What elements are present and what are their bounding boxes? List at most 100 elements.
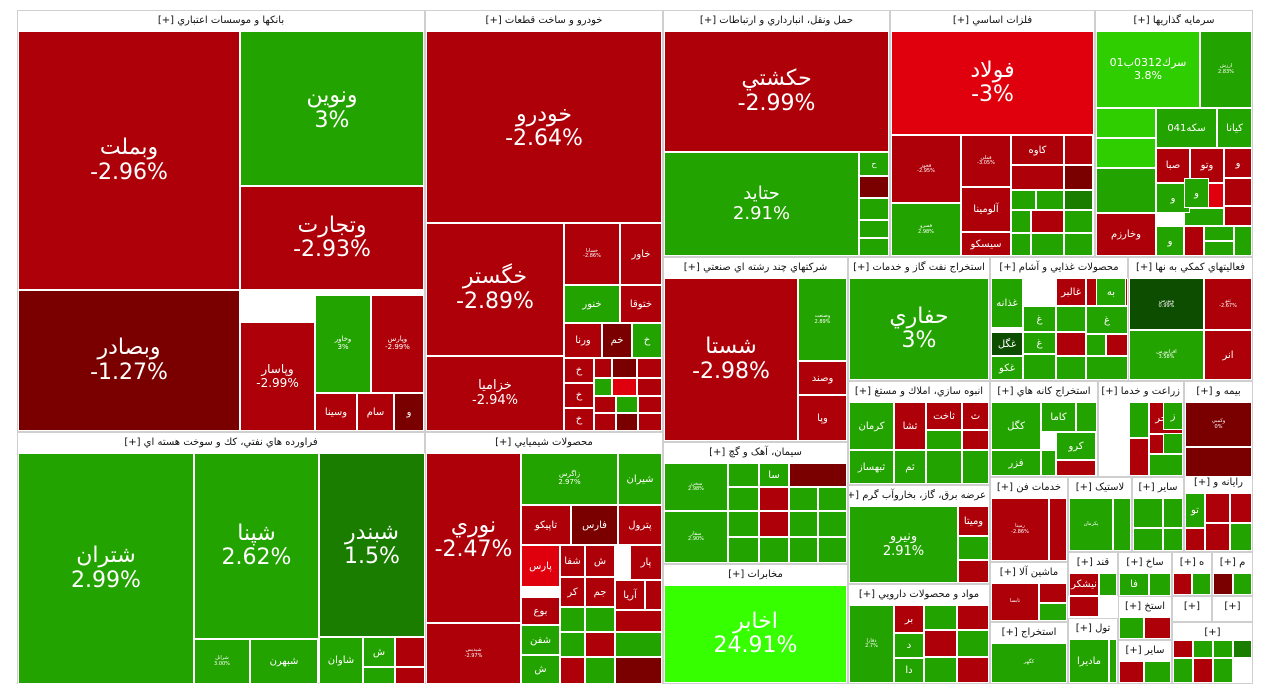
mini-tile[interactable] <box>1193 640 1213 658</box>
mini-tile[interactable] <box>1193 658 1213 683</box>
stock-tile[interactable]: وخارزم <box>1096 213 1156 256</box>
mini-tile[interactable] <box>1041 450 1056 476</box>
stock-tile[interactable]: شپنا 2.62% <box>194 453 319 639</box>
mini-tile[interactable] <box>637 358 662 378</box>
mini-tile[interactable] <box>1213 640 1233 658</box>
stock-tile[interactable]: وتجارت -2.93% <box>240 186 424 290</box>
mini-tile[interactable] <box>616 396 638 413</box>
mini-tile[interactable] <box>962 430 989 450</box>
sector-title[interactable]: بيمه و [+] <box>1185 382 1252 402</box>
sector-title[interactable]: حمل ونقل، انبارداري و ارتباطات [+] <box>664 11 889 31</box>
sector-title[interactable]: استخراج کانه هاي [+] <box>991 382 1097 402</box>
mini-tile[interactable] <box>1213 573 1233 595</box>
stock-tile[interactable]: به <box>1096 278 1126 306</box>
mini-tile[interactable] <box>1205 493 1230 523</box>
mini-tile[interactable] <box>1230 493 1252 523</box>
stock-tile[interactable]: تاپيكو <box>521 505 571 545</box>
mini-tile[interactable] <box>1144 617 1171 639</box>
stock-tile[interactable]: خم <box>602 323 632 358</box>
stock-tile[interactable]: تابسا <box>991 583 1039 621</box>
mini-tile[interactable] <box>585 607 615 632</box>
mini-tile[interactable] <box>616 413 638 431</box>
stock-tile[interactable]: دفارا 2.7% <box>849 605 894 683</box>
stock-tile[interactable]: وكمبي 0% <box>1185 402 1252 447</box>
stock-tile[interactable]: حفاري 3% <box>849 278 989 380</box>
stock-tile[interactable]: خ <box>564 408 594 431</box>
stock-tile[interactable]: شبهرن <box>250 639 318 684</box>
mini-tile[interactable] <box>594 358 612 378</box>
stock-tile[interactable]: غ <box>1086 306 1128 334</box>
mini-tile[interactable] <box>924 605 957 630</box>
mini-tile[interactable] <box>1056 332 1086 356</box>
stock-tile[interactable]: د <box>894 633 924 658</box>
sector-title[interactable]: لاستيک [+] <box>1069 478 1131 498</box>
mini-tile[interactable] <box>560 632 585 657</box>
stock-tile[interactable]: کگهر <box>991 643 1067 683</box>
mini-tile[interactable] <box>962 450 989 484</box>
mini-tile[interactable] <box>926 450 962 484</box>
stock-tile[interactable]: شستا -2.98% <box>664 278 798 441</box>
stock-tile[interactable]: شفن <box>521 625 560 655</box>
stock-tile[interactable]: کر <box>560 577 585 607</box>
stock-tile[interactable]: وصنعت 2.89% <box>798 278 847 361</box>
sector-title[interactable]: سيمان، آهک و گچ [+] <box>664 443 847 463</box>
stock-tile[interactable]: ثنو -2.67% <box>1204 278 1252 330</box>
stock-tile[interactable]: كاما <box>1041 402 1076 432</box>
stock-tile[interactable]: شاوان <box>319 637 363 684</box>
sector-title[interactable]: زراعت و خدما [+] <box>1099 382 1183 402</box>
mini-tile[interactable] <box>585 632 615 657</box>
mini-tile[interactable] <box>958 560 989 583</box>
stock-tile[interactable]: ختوقا <box>620 285 662 323</box>
stock-tile[interactable]: خساپا -2.86% <box>564 223 620 285</box>
mini-tile[interactable] <box>612 358 637 378</box>
mini-tile[interactable] <box>1204 241 1234 256</box>
sector-title[interactable]: م [+] <box>1213 553 1252 573</box>
mini-tile[interactable] <box>1086 334 1106 356</box>
mini-tile[interactable] <box>859 198 889 220</box>
mini-tile[interactable] <box>1204 226 1234 241</box>
mini-tile[interactable] <box>1023 354 1056 380</box>
mini-tile[interactable] <box>1133 498 1163 528</box>
mini-tile[interactable] <box>1133 528 1163 551</box>
stock-tile[interactable]: سرك0312ب01 3.8% <box>1096 31 1200 108</box>
mini-tile[interactable] <box>1185 447 1252 477</box>
stock-tile[interactable]: خاور <box>620 223 662 285</box>
sector-title[interactable]: ساير [+] <box>1119 641 1171 661</box>
mini-tile[interactable] <box>1086 356 1128 380</box>
mini-tile[interactable] <box>645 580 662 610</box>
stock-tile[interactable]: اخابر 24.91% <box>664 585 847 683</box>
mini-tile[interactable] <box>1056 460 1096 476</box>
mini-tile[interactable] <box>1096 168 1156 213</box>
stock-tile[interactable]: وخاور 3% <box>315 295 371 393</box>
stock-tile[interactable]: ورنا <box>564 323 602 358</box>
stock-tile[interactable]: پکرمان <box>1069 498 1113 551</box>
mini-tile[interactable] <box>1109 639 1117 683</box>
stock-tile[interactable]: فسرو 2.98% <box>891 203 961 256</box>
mini-tile[interactable] <box>1031 233 1064 256</box>
stock-tile[interactable]: کيانا <box>1217 108 1252 148</box>
stock-tile[interactable]: فخوز -2.95% <box>891 135 961 203</box>
mini-tile[interactable] <box>859 220 889 238</box>
mini-tile[interactable] <box>957 657 989 683</box>
mini-tile[interactable] <box>1011 190 1036 210</box>
stock-tile[interactable]: سا <box>759 463 789 487</box>
stock-tile[interactable]: شتران 2.99% <box>18 453 194 684</box>
stock-tile[interactable]: صبا <box>1156 148 1190 183</box>
sector-title[interactable]: استخ [+] <box>1119 597 1171 617</box>
sector-title[interactable]: استخراج [+] <box>991 623 1067 643</box>
mini-tile[interactable] <box>395 637 425 667</box>
stock-tile[interactable]: کگل <box>991 402 1041 450</box>
mini-tile[interactable] <box>1119 617 1144 639</box>
sector-title[interactable]: [+] <box>1173 597 1211 617</box>
stock-tile[interactable]: سخزر 2.98% <box>664 463 728 511</box>
mini-tile[interactable] <box>728 463 759 487</box>
mini-tile[interactable] <box>1076 402 1097 432</box>
stock-tile[interactable]: ح <box>859 152 889 176</box>
mini-tile[interactable] <box>1205 523 1230 551</box>
mini-tile[interactable] <box>958 536 989 560</box>
mini-tile[interactable] <box>585 657 615 684</box>
sector-title[interactable]: خدمات فن [+] <box>991 478 1067 498</box>
sector-title[interactable]: [+] <box>1213 597 1252 617</box>
mini-tile[interactable] <box>759 487 789 511</box>
sector-title[interactable]: محصولات غذايي و آشام [+] <box>991 258 1127 278</box>
